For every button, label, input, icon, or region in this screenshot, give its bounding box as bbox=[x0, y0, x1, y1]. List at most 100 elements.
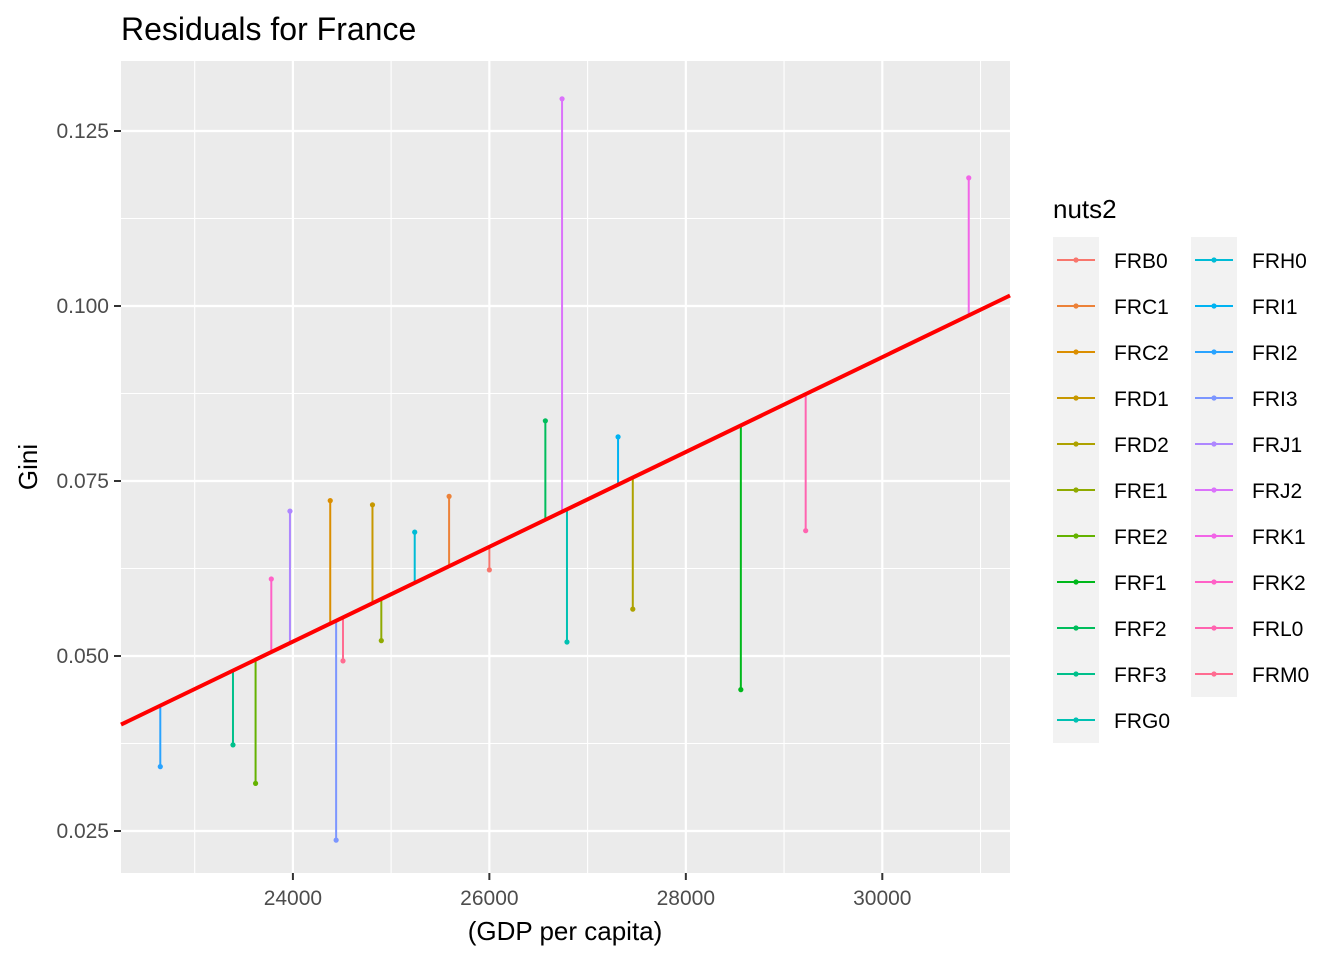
data-point-frl0 bbox=[803, 528, 809, 534]
data-point-frf1 bbox=[738, 687, 744, 693]
x-tick-label: 26000 bbox=[460, 887, 518, 910]
legend-key-point bbox=[1211, 303, 1217, 309]
data-point-frj1 bbox=[287, 508, 293, 514]
legend-key-point bbox=[1073, 303, 1079, 309]
legend-item-fre2: FRE2 bbox=[1053, 513, 1168, 559]
legend-item-frf2: FRF2 bbox=[1053, 605, 1167, 651]
data-point-fri1 bbox=[615, 434, 621, 440]
legend-item-frj1: FRJ1 bbox=[1191, 421, 1302, 467]
legend-item-fri1: FRI1 bbox=[1191, 283, 1298, 329]
y-tick-label: 0.075 bbox=[56, 470, 109, 493]
data-points bbox=[157, 96, 972, 843]
legend-key-point bbox=[1211, 487, 1217, 493]
data-point-frf2 bbox=[542, 418, 548, 424]
legend-key-point bbox=[1073, 487, 1079, 493]
legend-label: FRC2 bbox=[1114, 342, 1169, 365]
legend-label: FRH0 bbox=[1252, 250, 1307, 273]
legend-item-frg0: FRG0 bbox=[1053, 697, 1170, 743]
legend-key-point bbox=[1211, 441, 1217, 447]
legend-label: FRI2 bbox=[1252, 342, 1298, 365]
legend-item-frc1: FRC1 bbox=[1053, 283, 1169, 329]
major-gridlines bbox=[121, 61, 1010, 873]
legend-item-frf3: FRF3 bbox=[1053, 651, 1167, 697]
legend-label: FRK2 bbox=[1252, 572, 1306, 595]
legend-item-frk1: FRK1 bbox=[1191, 513, 1306, 559]
data-point-frc2 bbox=[327, 498, 333, 504]
legend-key-point bbox=[1211, 257, 1217, 263]
y-axis-title: Gini bbox=[13, 444, 43, 490]
data-point-frg0 bbox=[564, 639, 570, 645]
legend-key-point bbox=[1073, 395, 1079, 401]
legend-label: FRG0 bbox=[1114, 710, 1170, 733]
x-axis: 24000 26000 28000 30000 bbox=[264, 873, 912, 910]
data-point-frc1 bbox=[446, 493, 452, 499]
legend-item-fre1: FRE1 bbox=[1053, 467, 1168, 513]
y-axis: 0.025 0.050 0.075 0.100 0.125 bbox=[56, 120, 121, 843]
plot-panel bbox=[121, 61, 1010, 873]
legend-item-frf1: FRF1 bbox=[1053, 559, 1167, 605]
y-tick-label: 0.050 bbox=[56, 645, 109, 668]
legend-item-frj2: FRJ2 bbox=[1191, 467, 1302, 513]
data-point-frf3 bbox=[230, 742, 236, 748]
residual-segments bbox=[159, 98, 970, 841]
x-tick-label: 24000 bbox=[264, 887, 322, 910]
legend-label: FRJ1 bbox=[1252, 434, 1302, 457]
chart-title: Residuals for France bbox=[121, 11, 416, 47]
data-point-frj2 bbox=[559, 96, 565, 102]
regression-line-group bbox=[120, 293, 1011, 727]
legend: nuts2 FRB0 FRC1 FRC2 FRD1 FRD2 FRE1 FRE2 FRF1 FR… bbox=[1053, 194, 1309, 743]
y-tick-label: 0.100 bbox=[56, 295, 109, 318]
legend-key-point bbox=[1211, 625, 1217, 631]
legend-key-point bbox=[1211, 349, 1217, 355]
legend-item-frh0: FRH0 bbox=[1191, 237, 1307, 283]
legend-label: FRJ2 bbox=[1252, 480, 1302, 503]
data-point-frh0 bbox=[412, 529, 418, 535]
data-point-frm0 bbox=[340, 658, 346, 664]
legend-label: FRB0 bbox=[1114, 250, 1168, 273]
legend-item-frl0: FRL0 bbox=[1191, 605, 1303, 651]
legend-key-point bbox=[1073, 625, 1079, 631]
legend-label: FRF1 bbox=[1114, 572, 1167, 595]
legend-key-point bbox=[1073, 257, 1079, 263]
legend-label: FRM0 bbox=[1252, 664, 1309, 687]
regression-line bbox=[120, 293, 1011, 727]
data-point-fre1 bbox=[378, 638, 384, 644]
legend-label: FRL0 bbox=[1252, 618, 1303, 641]
legend-label: FRE1 bbox=[1114, 480, 1168, 503]
legend-key-point bbox=[1073, 533, 1079, 539]
legend-item-frc2: FRC2 bbox=[1053, 329, 1169, 375]
data-point-fre2 bbox=[252, 780, 259, 787]
legend-item-frd1: FRD1 bbox=[1053, 375, 1169, 421]
data-point-frk2 bbox=[268, 576, 274, 582]
legend-key-point bbox=[1211, 579, 1217, 585]
legend-label: FRD2 bbox=[1114, 434, 1169, 457]
legend-item-frk2: FRK2 bbox=[1191, 559, 1306, 605]
legend-key-point bbox=[1073, 671, 1079, 677]
legend-label: FRF2 bbox=[1114, 618, 1167, 641]
legend-item-frm0: FRM0 bbox=[1191, 651, 1309, 697]
legend-item-frb0: FRB0 bbox=[1053, 237, 1168, 283]
legend-key-point bbox=[1073, 441, 1079, 447]
data-point-frd2 bbox=[630, 606, 636, 612]
legend-label: FRD1 bbox=[1114, 388, 1169, 411]
legend-item-fri3: FRI3 bbox=[1191, 375, 1298, 421]
y-tick-label: 0.025 bbox=[56, 820, 109, 843]
data-point-fri3 bbox=[333, 837, 339, 843]
legend-title: nuts2 bbox=[1053, 194, 1117, 224]
legend-label: FRK1 bbox=[1252, 526, 1306, 549]
legend-label: FRF3 bbox=[1114, 664, 1167, 687]
data-point-frd1 bbox=[369, 502, 376, 508]
minor-gridlines bbox=[121, 61, 1010, 873]
legend-key-point bbox=[1211, 671, 1217, 677]
legend-label: FRI1 bbox=[1252, 296, 1298, 319]
legend-label: FRC1 bbox=[1114, 296, 1169, 319]
legend-key-point bbox=[1073, 717, 1079, 723]
x-tick-label: 28000 bbox=[657, 887, 715, 910]
legend-item-frd2: FRD2 bbox=[1053, 421, 1169, 467]
legend-item-fri2: FRI2 bbox=[1191, 329, 1298, 375]
x-axis-title: (GDP per capita) bbox=[468, 916, 663, 946]
legend-key-point bbox=[1211, 395, 1217, 401]
legend-key-point bbox=[1211, 533, 1217, 539]
y-tick-label: 0.125 bbox=[56, 120, 109, 143]
